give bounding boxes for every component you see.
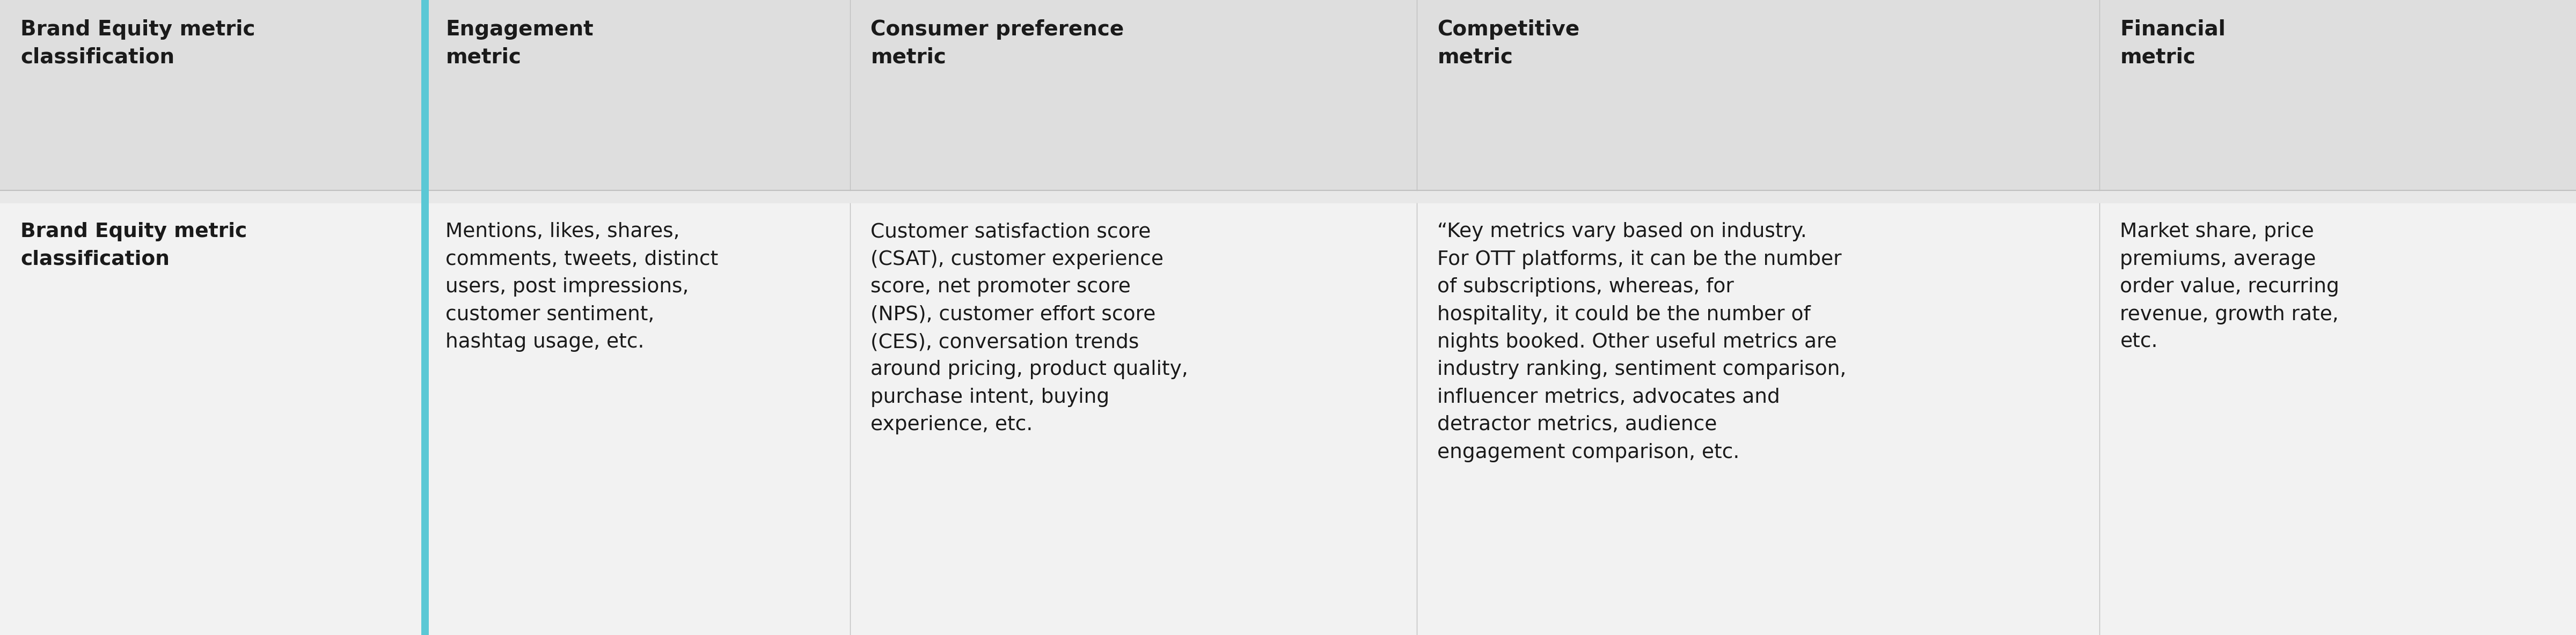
Bar — [0, 203, 425, 635]
Text: Consumer preference
metric: Consumer preference metric — [871, 19, 1123, 67]
Text: Customer satisfaction score
(CSAT), customer experience
score, net promoter scor: Customer satisfaction score (CSAT), cust… — [871, 222, 1188, 434]
Bar — [850, 190, 1417, 203]
Bar — [2099, 0, 2576, 190]
Bar — [850, 0, 1417, 190]
Text: Financial
metric: Financial metric — [2120, 19, 2226, 67]
Bar — [1417, 190, 2099, 203]
Text: Competitive
metric: Competitive metric — [1437, 19, 1579, 67]
Bar — [0, 0, 425, 190]
Text: Market share, price
premiums, average
order value, recurring
revenue, growth rat: Market share, price premiums, average or… — [2120, 222, 2339, 352]
Bar — [425, 0, 850, 190]
Text: Engagement
metric: Engagement metric — [446, 19, 592, 67]
Bar — [1417, 203, 2099, 635]
Bar — [2099, 190, 2576, 203]
Bar — [422, 0, 428, 635]
Bar — [850, 203, 1417, 635]
Bar — [425, 203, 850, 635]
Text: “Key metrics vary based on industry.
For OTT platforms, it can be the number
of : “Key metrics vary based on industry. For… — [1437, 222, 1847, 462]
Text: Brand Equity metric
classification: Brand Equity metric classification — [21, 19, 255, 67]
Bar — [425, 190, 850, 203]
Text: Brand Equity metric
classification: Brand Equity metric classification — [21, 222, 247, 269]
Bar — [2099, 203, 2576, 635]
Text: Mentions, likes, shares,
comments, tweets, distinct
users, post impressions,
cus: Mentions, likes, shares, comments, tweet… — [446, 222, 719, 352]
Bar — [1417, 0, 2099, 190]
Bar — [0, 190, 425, 203]
